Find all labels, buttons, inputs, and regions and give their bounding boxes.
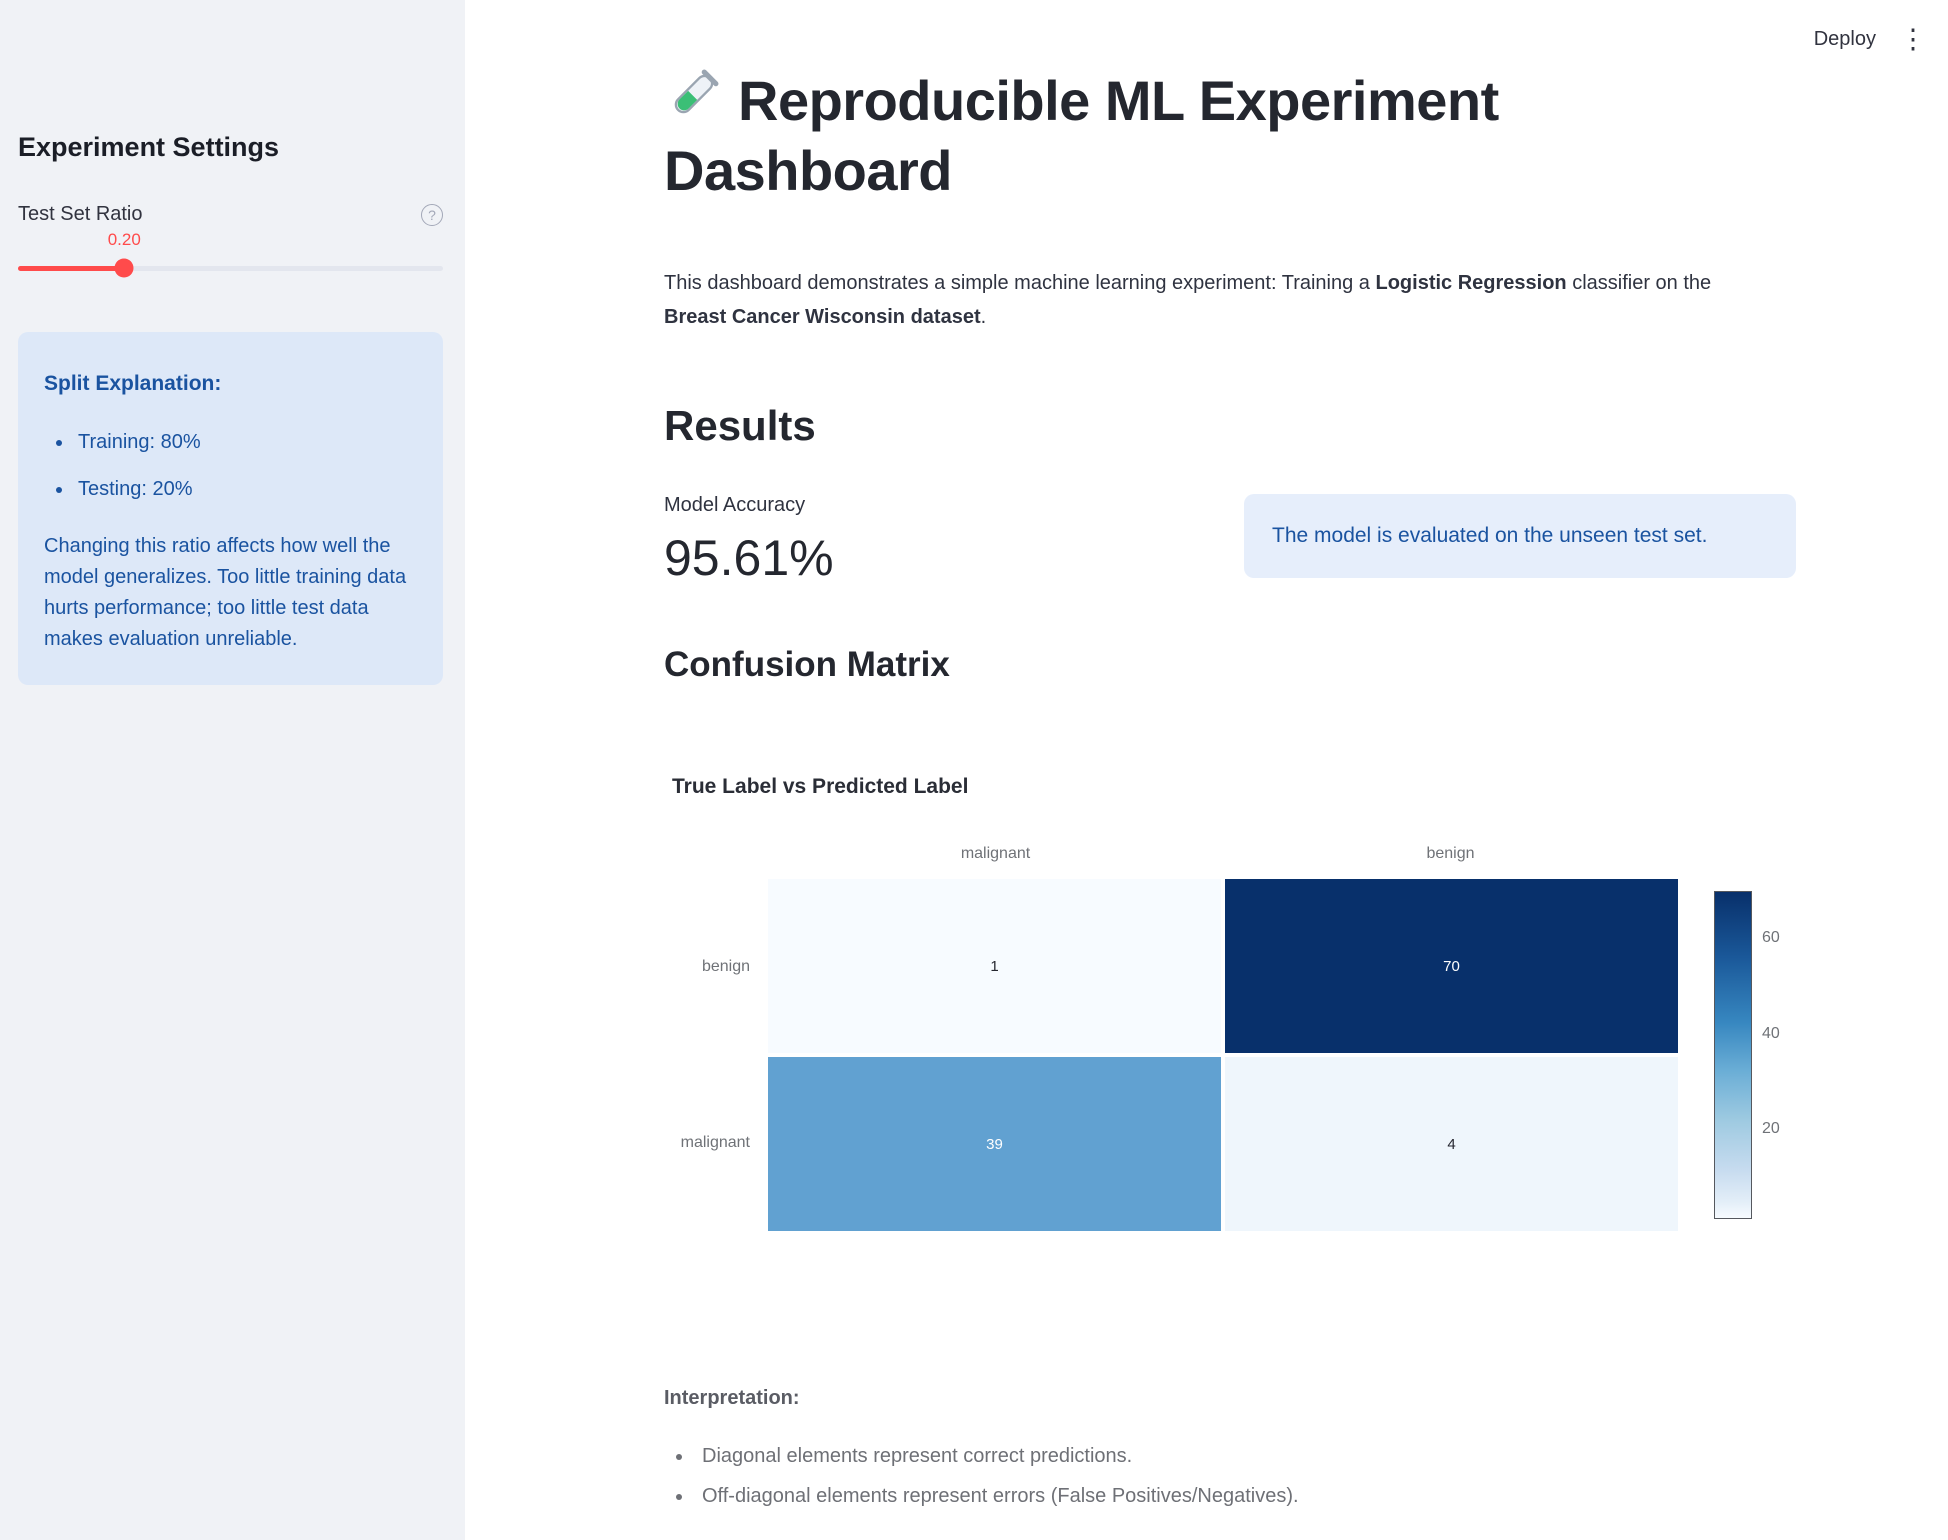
kebab-menu-icon[interactable]: ⋮ bbox=[1892, 18, 1934, 60]
colorbar-tick: 40 bbox=[1762, 1025, 1780, 1042]
page-title-text: Reproducible ML Experiment Dashboard bbox=[664, 69, 1499, 202]
interpretation-section: Interpretation: Diagonal elements repres… bbox=[664, 1387, 1796, 1512]
slider-thumb[interactable] bbox=[114, 258, 134, 278]
heatmap-grid: 1 70 39 4 bbox=[768, 879, 1678, 1231]
list-item: Training: 80% bbox=[74, 427, 417, 458]
list-item: Testing: 20% bbox=[74, 474, 417, 505]
evaluation-info-box: The model is evaluated on the unseen tes… bbox=[1244, 494, 1796, 578]
slider-label-row: Test Set Ratio ? bbox=[18, 203, 443, 226]
heatmap-cell: 1 bbox=[768, 879, 1221, 1053]
test-set-ratio-slider: 0.20 bbox=[18, 230, 443, 288]
main-area: Deploy ⋮ Reproducible ML Experiment Dash… bbox=[465, 0, 1948, 1540]
heatmap-y-axis-labels: benign malignant bbox=[664, 879, 768, 1231]
x-axis-label: malignant bbox=[960, 845, 1031, 862]
help-icon[interactable]: ? bbox=[421, 203, 443, 226]
app-toolbar: Deploy ⋮ bbox=[1814, 18, 1934, 60]
slider-value: 0.20 bbox=[107, 230, 141, 249]
slider-label: Test Set Ratio bbox=[18, 203, 143, 225]
interpretation-heading: Interpretation: bbox=[664, 1387, 800, 1409]
heatmap-x-axis-labels: malignant benign bbox=[768, 845, 1796, 871]
intro-bold-dataset: Breast Cancer Wisconsin dataset bbox=[664, 306, 981, 328]
results-heading: Results bbox=[664, 402, 816, 449]
x-axis-label: benign bbox=[1426, 845, 1475, 862]
info-box-body: Changing this ratio affects how well the… bbox=[44, 534, 407, 650]
heatmap-body: benign malignant 1 70 39 4 60 40 20 bbox=[664, 879, 1796, 1231]
interpretation-list: Diagonal elements represent correct pred… bbox=[694, 1440, 1796, 1512]
chart-title: True Label vs Predicted Label bbox=[672, 775, 969, 798]
y-axis-label: malignant bbox=[680, 1134, 750, 1151]
slider-fill bbox=[18, 266, 125, 271]
intro-text: . bbox=[980, 306, 987, 328]
confusion-matrix-heading: Confusion Matrix bbox=[664, 645, 950, 684]
confusion-matrix-chart: True Label vs Predicted Label malignant … bbox=[664, 775, 1796, 1231]
slider-track[interactable] bbox=[18, 266, 443, 271]
intro-bold-logistic-regression: Logistic Regression bbox=[1375, 272, 1567, 294]
colorbar-tick: 20 bbox=[1762, 1120, 1780, 1137]
accuracy-metric: Model Accuracy 95.61% bbox=[664, 494, 834, 587]
colorbar-gradient bbox=[1714, 891, 1752, 1219]
heatmap-cell: 70 bbox=[1225, 879, 1678, 1053]
intro-text: This dashboard demonstrates a simple mac… bbox=[664, 272, 1376, 294]
test-tube-icon bbox=[664, 64, 724, 124]
y-axis-label: benign bbox=[701, 958, 750, 975]
page-title: Reproducible ML Experiment Dashboard bbox=[664, 64, 1796, 206]
info-box-bullet-list: Training: 80% Testing: 20% bbox=[74, 427, 417, 505]
list-item: Off-diagonal elements represent errors (… bbox=[694, 1480, 1796, 1512]
metric-label: Model Accuracy bbox=[664, 494, 806, 516]
split-explanation-info-box: Split Explanation: Training: 80% Testing… bbox=[18, 332, 443, 685]
heatmap-cell: 4 bbox=[1225, 1057, 1678, 1231]
main-content: Reproducible ML Experiment Dashboard Thi… bbox=[465, 0, 1948, 1512]
deploy-button[interactable]: Deploy bbox=[1813, 27, 1876, 50]
sidebar-title: Experiment Settings bbox=[18, 132, 280, 162]
intro-text: classifier on the bbox=[1566, 272, 1712, 294]
list-item: Diagonal elements represent correct pred… bbox=[694, 1440, 1796, 1472]
heatmap-cell: 39 bbox=[768, 1057, 1221, 1231]
intro-paragraph: This dashboard demonstrates a simple mac… bbox=[664, 266, 1714, 334]
sidebar: Experiment Settings Test Set Ratio ? 0.2… bbox=[0, 0, 465, 1540]
results-row: Model Accuracy 95.61% The model is evalu… bbox=[664, 494, 1796, 587]
colorbar-tick: 60 bbox=[1762, 929, 1780, 946]
metric-value: 95.61% bbox=[664, 530, 834, 586]
info-box-title: Split Explanation: bbox=[44, 372, 222, 395]
colorbar: 60 40 20 bbox=[1714, 891, 1780, 1231]
